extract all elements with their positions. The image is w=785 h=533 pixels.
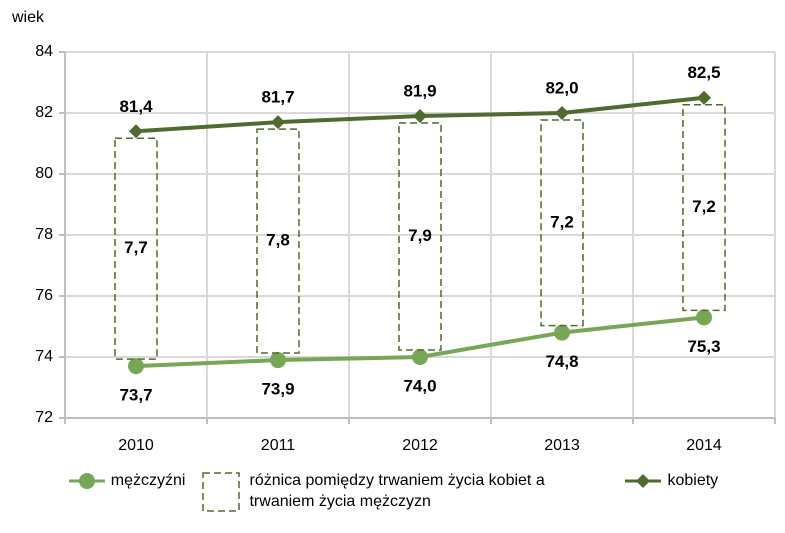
- difference-box: [398, 122, 442, 351]
- value-label: 75,3: [687, 337, 720, 356]
- marker: [129, 124, 143, 139]
- y-tick-label: 74: [35, 348, 53, 365]
- legend-icon: [202, 472, 241, 512]
- value-label: 73,9: [261, 380, 294, 399]
- value-label: 81,4: [119, 97, 153, 116]
- legend-icon: [625, 474, 662, 488]
- value-label: 7,7: [124, 238, 148, 257]
- y-tick-label: 76: [35, 287, 53, 304]
- legend-item: kobiety: [623, 470, 718, 492]
- value-label: 82,5: [687, 63, 720, 82]
- legend-label: kobiety: [667, 472, 719, 489]
- y-tick-label: 72: [35, 409, 53, 426]
- x-tick-label: 2014: [686, 437, 722, 454]
- legend-marker: [78, 473, 95, 489]
- x-tick-label: 2013: [544, 437, 580, 454]
- value-label: 7,8: [266, 231, 290, 250]
- difference-box: [682, 104, 726, 312]
- chart: wiek 72 74 76 78 80 82 84 2010 2011 2012 2013 2014 7…: [11, 9, 776, 454]
- marker: [697, 90, 711, 105]
- difference-box: [256, 128, 300, 354]
- marker: [696, 309, 712, 326]
- value-label: 7,2: [692, 197, 716, 216]
- y-tick-label: 84: [35, 43, 53, 60]
- value-label: 7,2: [550, 212, 574, 231]
- legend-label: różnica pomiędzy trwaniem życia kobiet a…: [249, 472, 545, 510]
- legend-icon: [68, 473, 105, 489]
- y-tick-label: 82: [35, 104, 53, 121]
- value-label: 82,0: [545, 78, 578, 97]
- legend-item: mężczyźni: [67, 470, 186, 492]
- y-tick-label: 78: [35, 226, 53, 243]
- legend-swatch: [202, 472, 241, 512]
- value-label: 7,9: [408, 226, 432, 245]
- y-tick-label: 80: [35, 165, 53, 182]
- x-tick-label: 2010: [118, 437, 154, 454]
- marker: [413, 109, 427, 124]
- value-label: 73,7: [119, 386, 152, 405]
- x-tick-label: 2011: [261, 437, 296, 454]
- marker: [412, 349, 428, 365]
- marker: [555, 106, 569, 120]
- marker: [128, 358, 144, 375]
- x-tick-label: 2012: [402, 437, 438, 454]
- legend-item: różnica pomiędzy trwaniem życia kobiet a…: [199, 470, 609, 514]
- value-label: 81,7: [261, 88, 294, 107]
- value-label: 74,0: [403, 376, 436, 395]
- marker: [554, 324, 570, 341]
- legend-label: mężczyźni: [110, 472, 186, 489]
- difference-box: [540, 119, 584, 327]
- legend: mężczyźni różnica pomiędzy trwaniem życia…: [0, 470, 785, 533]
- marker: [270, 352, 286, 369]
- y-axis-label: wiek: [11, 9, 45, 26]
- legend-marker: [636, 474, 651, 488]
- marker: [271, 115, 285, 130]
- value-label: 81,9: [403, 82, 436, 101]
- value-label: 74,8: [545, 352, 578, 371]
